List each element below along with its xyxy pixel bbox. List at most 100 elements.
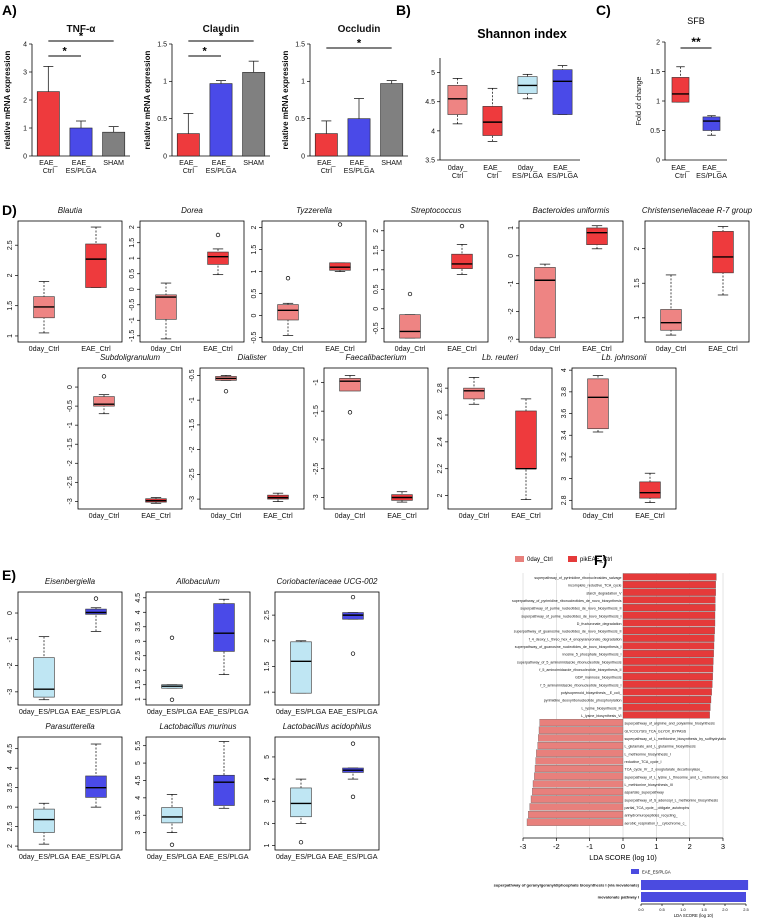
y-tick-label: -2 — [67, 460, 74, 466]
lda-bar-label: GDP_mannose_biosynthesis — [575, 676, 622, 680]
box — [290, 787, 312, 818]
bar — [380, 83, 404, 157]
panel-letter-A: A) — [2, 2, 17, 18]
outlier-point — [215, 232, 221, 238]
x-tick-label: 0day_ — [518, 163, 539, 172]
y-tick-label: 4.5 — [7, 744, 14, 754]
y-tick-label: 1 — [264, 844, 271, 848]
plot-frame — [145, 591, 251, 706]
chart-title: Dorea — [181, 206, 203, 215]
y-tick-label: 3 — [23, 69, 27, 76]
y-tick-label: 4.5 — [425, 99, 435, 106]
plot-frame — [323, 367, 429, 510]
y-tick-label: -2.5 — [189, 468, 196, 480]
x-tick-label: EAE_Ctrl — [582, 344, 612, 353]
lda-bar-label: inosine_5_phosphate_biosynthesis_I — [563, 653, 622, 657]
y-tick-label: -1 — [313, 379, 320, 385]
box — [342, 612, 364, 620]
outlier-point — [101, 374, 107, 379]
y-tick-label: 0.5 — [373, 284, 380, 294]
lda-bar-label: polyisoprenoid_biosynthesis__E_coli_ — [561, 691, 623, 695]
y-tick-label: 1 — [634, 316, 641, 320]
chart-title: TNF-α — [67, 24, 97, 35]
panel-letter-B: B) — [396, 2, 411, 18]
y-tick-label: 4 — [135, 610, 142, 614]
significance-mark: * — [219, 31, 224, 43]
y-tick-label: -1 — [508, 280, 515, 286]
y-tick-label: -2.5 — [313, 463, 320, 475]
x-tick-label: EAE_ — [483, 163, 502, 172]
x-tick-label: 0day_ES/PLGA — [276, 852, 327, 861]
lda-bar — [529, 803, 624, 811]
x-tick-label: 1.0 — [680, 907, 686, 912]
y-tick-label: 2.4 — [437, 437, 444, 447]
box — [586, 227, 608, 245]
x-tick-label: 0day_Ctrl — [530, 344, 561, 353]
lda-bar-label: f_5_aminoimidazole_ribonucleotide_biosyn… — [540, 683, 621, 687]
chart-D10: 2 2.2 2.4 2.6 2.8 Lb. reuteri 0day_Ctrl EAE_Ctr… — [437, 353, 553, 520]
lda-bar — [622, 619, 716, 627]
plot-frame — [518, 220, 624, 343]
y-tick-label: 1.5 — [129, 238, 136, 248]
chart-title: Coriobacteriaceae UCG-002 — [277, 577, 378, 586]
y-tick-label: 1.5 — [264, 662, 271, 672]
chart-title: Christensenellaceae R-7 group — [642, 206, 753, 215]
outlier-point — [350, 651, 356, 656]
y-tick-label: 0 — [7, 611, 14, 615]
y-tick-label: -1.5 — [67, 438, 74, 450]
x-tick-label: EAE_ — [671, 163, 690, 172]
panel-letter-C: C) — [596, 2, 611, 18]
lda-bar-label: L_glutamate_and_L_glutamine_biosynthesis — [625, 745, 696, 749]
y-tick-label: 0 — [508, 254, 515, 258]
y-tick-label: 2 — [129, 225, 136, 229]
y-tick-label: 0.5 — [251, 289, 258, 299]
box — [451, 253, 473, 269]
y-tick-label: 2 — [373, 229, 380, 233]
plot-frame — [261, 220, 367, 343]
lda-bar-label: L_methionine_biosynthesis_III — [625, 783, 673, 787]
significance-mark: * — [63, 46, 68, 58]
y-tick-label: 1 — [656, 98, 660, 105]
y-tick-label: 3.4 — [561, 430, 568, 440]
y-tick-label: -3 — [508, 336, 515, 342]
x-tick-label: Ctrl — [452, 171, 464, 180]
lda-bar-label: aerobic_respiration_I__cytochrome_c_ — [625, 821, 688, 825]
lda-bar — [641, 892, 746, 902]
lda-bar — [536, 749, 624, 757]
lda-bar — [622, 627, 715, 635]
lda-bar-label: superpathway_of_purine_nucleotides_de_no… — [521, 614, 621, 618]
y-tick-label: 2.2 — [437, 464, 444, 474]
chart-A3: 0 0.5 1 1.5 Occludin relative mRNA expression… — [281, 24, 408, 175]
chart-title: SFB — [687, 16, 705, 26]
chart-title: Lactobacillus acidophilus — [283, 722, 372, 731]
lda-bar — [622, 581, 716, 589]
x-tick-label: Ctrl — [487, 171, 499, 180]
box — [587, 378, 609, 430]
x-tick-label: 0day_Ctrl — [29, 344, 60, 353]
lda-bar — [532, 780, 624, 788]
y-tick-label: 1.5 — [295, 41, 305, 48]
plot-frame — [199, 367, 305, 510]
x-tick-label: EAE_ES/PLGA — [199, 852, 248, 861]
chart-title: Lb. johnsonii — [602, 353, 647, 362]
y-tick-label: 1.5 — [650, 69, 660, 76]
significance-mark: * — [357, 38, 362, 50]
chart-E3: 1 1.5 2 2.5 Coriobacteriaceae UCG-002 0day_ES… — [264, 577, 380, 716]
x-tick-label: SHAM — [243, 158, 264, 167]
outlier-point — [298, 840, 304, 845]
plot-frame — [139, 220, 245, 343]
lda-bar — [622, 657, 714, 665]
x-tick-label: 0day_Ctrl — [583, 511, 614, 520]
lda-bar — [622, 588, 716, 596]
y-tick-label: -0.5 — [373, 322, 380, 334]
lda-bar — [537, 742, 624, 750]
chart-D1: 1 1.5 2 2.5 Blautia 0day_Ctrl EAE_Ctrl — [7, 206, 123, 353]
y-tick-label: -1 — [67, 422, 74, 428]
x-tick-label: -3 — [520, 842, 527, 851]
x-tick-label: 3 — [721, 842, 725, 851]
y-tick-label: 2 — [7, 844, 14, 848]
plot-frame — [17, 591, 123, 706]
x-tick-label: -2 — [553, 842, 560, 851]
lda-bar-label: superpathway_of_L_lysine_L_threonine_and… — [625, 775, 729, 779]
